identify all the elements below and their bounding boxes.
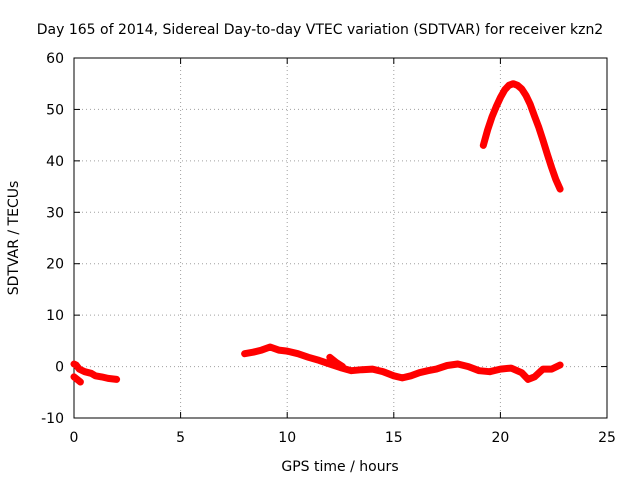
series-segment-2: [241, 343, 564, 383]
y-tick-label: 40: [46, 154, 64, 170]
y-axis-label: SDTVAR / TECUs: [6, 181, 22, 296]
x-tick-label: 20: [491, 430, 509, 446]
y-tick-label: -10: [41, 411, 64, 427]
y-tick-label: 30: [46, 205, 64, 221]
chart-title: Day 165 of 2014, Sidereal Day-to-day VTE…: [37, 22, 603, 38]
x-tick-label: 15: [385, 430, 403, 446]
series-segment-1b: [70, 373, 84, 386]
series-segment-1: [70, 360, 121, 383]
series-segment-2b: [326, 353, 347, 371]
plot-frame: [73, 57, 608, 419]
x-tick-label: 10: [278, 430, 296, 446]
y-tick-label: 60: [46, 51, 64, 67]
y-tick-label: 20: [46, 257, 64, 273]
axis-ticks: 0 5 10 15 20 25 -10 0 10 20 30 40 50 60: [41, 51, 616, 446]
grid: [74, 58, 607, 418]
x-tick-label: 0: [70, 430, 79, 446]
y-tick-label: 0: [55, 360, 64, 376]
y-tick-label: 50: [46, 102, 64, 118]
x-tick-label: 25: [598, 430, 616, 446]
y-tick-label: 10: [46, 308, 64, 324]
x-tick-label: 5: [176, 430, 185, 446]
series-segment-3: [479, 80, 564, 193]
x-axis-label: GPS time / hours: [281, 459, 398, 475]
data-series: [70, 80, 564, 386]
